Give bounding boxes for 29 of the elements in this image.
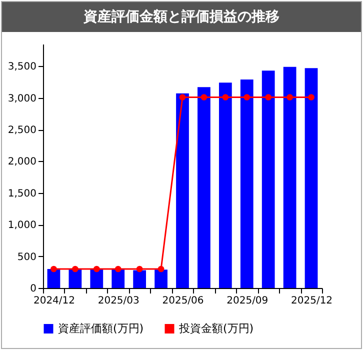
legend-label: 投資金額(万円) xyxy=(178,322,254,335)
legend-label: 資産評価額(万円) xyxy=(58,322,144,335)
bar xyxy=(304,68,318,288)
bar xyxy=(218,82,232,288)
bar xyxy=(198,87,210,288)
chart-title: 資産評価金額と評価損益の推移 xyxy=(2,2,361,32)
bar xyxy=(68,268,82,288)
y-tick-label: 500 xyxy=(17,252,36,263)
y-tick-label: 3,500 xyxy=(8,62,36,73)
bar xyxy=(240,79,254,288)
y-tick-label: 3,000 xyxy=(8,93,36,104)
bar xyxy=(262,70,275,288)
x-tick-label: 2024/12 xyxy=(33,296,76,306)
x-tick-label: 2025/09 xyxy=(226,296,268,306)
x-tick-label: 2025/03 xyxy=(98,296,140,306)
x-tick-label: 2025/06 xyxy=(162,296,204,306)
y-tick-label: 0 xyxy=(30,284,36,294)
x-tick-label: 2025/12 xyxy=(290,296,333,306)
bar xyxy=(47,268,60,288)
y-tick-label: 1,500 xyxy=(8,188,36,200)
bar xyxy=(283,66,296,288)
y-tick-label: 2,500 xyxy=(8,125,36,136)
bar xyxy=(154,270,168,288)
bar xyxy=(176,93,189,288)
y-tick-label: 2,000 xyxy=(8,156,36,168)
y-tick-label: 1,000 xyxy=(8,220,36,232)
bar xyxy=(112,268,125,288)
bar xyxy=(90,268,104,288)
bar xyxy=(133,270,146,288)
